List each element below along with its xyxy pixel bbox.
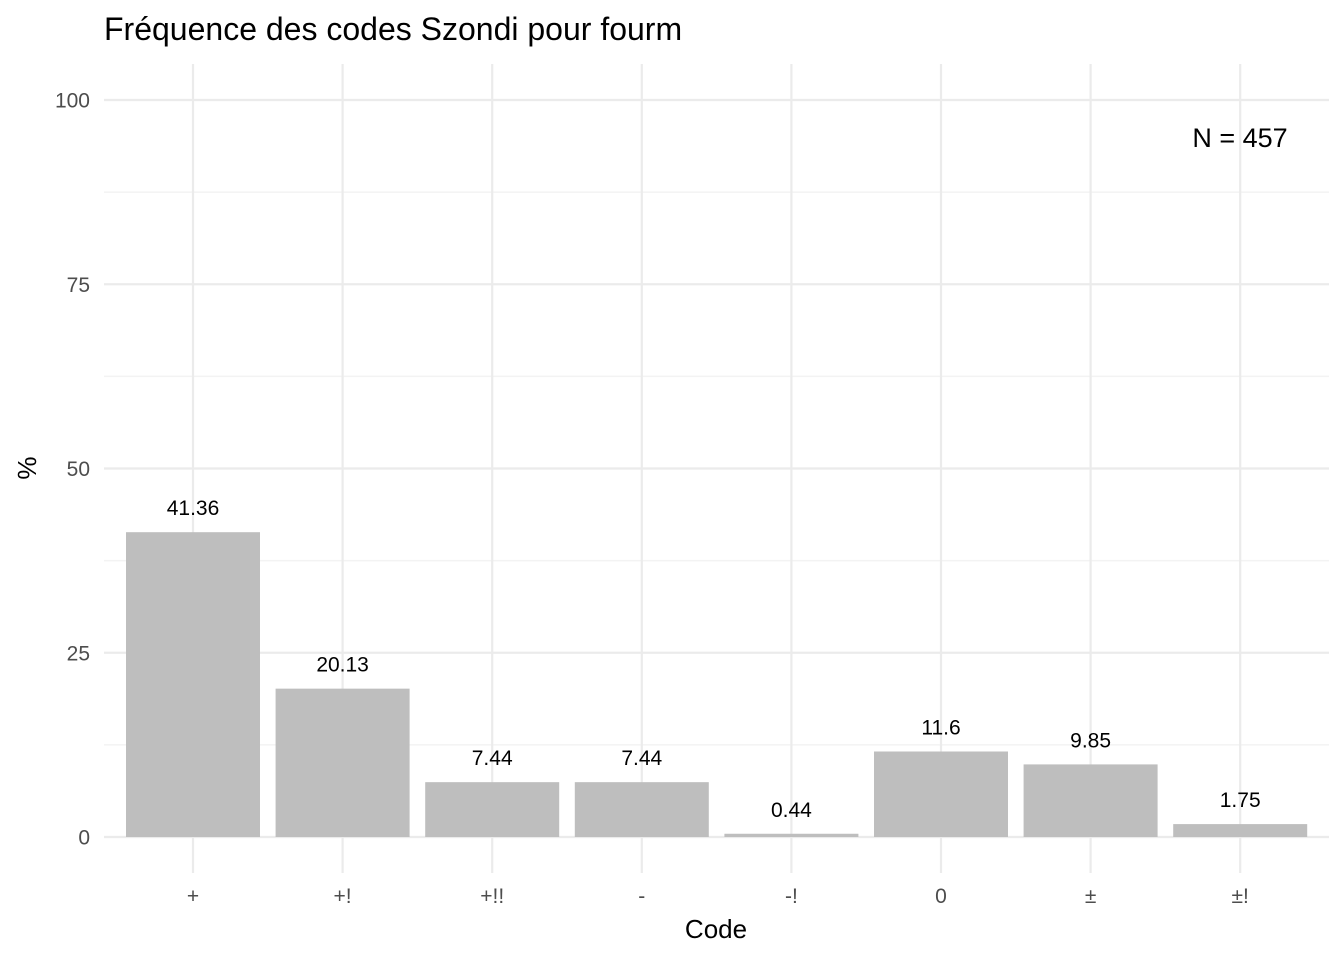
data-labels: 41.36 20.13 7.44 7.44 0.44 11.6 9.85 1.75 xyxy=(167,497,1261,822)
bar-1 xyxy=(126,532,260,837)
x-tick-label: - xyxy=(638,885,645,908)
x-tick-label: +!! xyxy=(480,885,504,908)
y-axis-ticks: 0 25 50 75 100 xyxy=(55,90,90,850)
bar-value-label: 20.13 xyxy=(316,654,369,677)
bars xyxy=(126,532,1308,837)
x-tick-label: ±! xyxy=(1232,885,1249,908)
x-tick-label: ± xyxy=(1085,885,1097,908)
x-tick-label: +! xyxy=(334,885,352,908)
chart-title: Fréquence des codes Szondi pour fourm xyxy=(104,11,682,47)
bar-8 xyxy=(1173,824,1308,837)
grid-lines xyxy=(104,64,1329,873)
y-tick-label: 50 xyxy=(67,458,90,481)
bar-value-label: 7.44 xyxy=(621,747,662,770)
y-tick-label: 25 xyxy=(67,642,90,665)
bar-value-label: 0.44 xyxy=(771,799,812,822)
x-tick-label: + xyxy=(187,885,199,908)
bar-6 xyxy=(874,751,1008,837)
bar-7 xyxy=(1023,764,1158,837)
sample-size-annotation: N = 457 xyxy=(1192,123,1287,153)
y-tick-label: 75 xyxy=(67,274,90,297)
bar-value-label: 9.85 xyxy=(1070,729,1111,752)
bar-value-label: 1.75 xyxy=(1220,789,1261,812)
bar-value-label: 7.44 xyxy=(472,747,513,770)
bar-4 xyxy=(574,782,709,837)
x-axis-title: Code xyxy=(685,914,747,944)
y-tick-label: 0 xyxy=(78,827,90,850)
bar-value-label: 41.36 xyxy=(167,497,220,520)
y-tick-label: 100 xyxy=(55,90,90,113)
x-tick-label: 0 xyxy=(935,885,947,908)
bar-2 xyxy=(275,688,410,837)
y-axis-title: % xyxy=(12,456,42,479)
bar-value-label: 11.6 xyxy=(921,717,960,740)
x-tick-label: -! xyxy=(785,885,798,908)
x-axis-ticks: + +! +!! - -! 0 ± ±! xyxy=(187,885,1249,908)
bar-5 xyxy=(724,833,859,837)
bar-3 xyxy=(425,782,560,837)
